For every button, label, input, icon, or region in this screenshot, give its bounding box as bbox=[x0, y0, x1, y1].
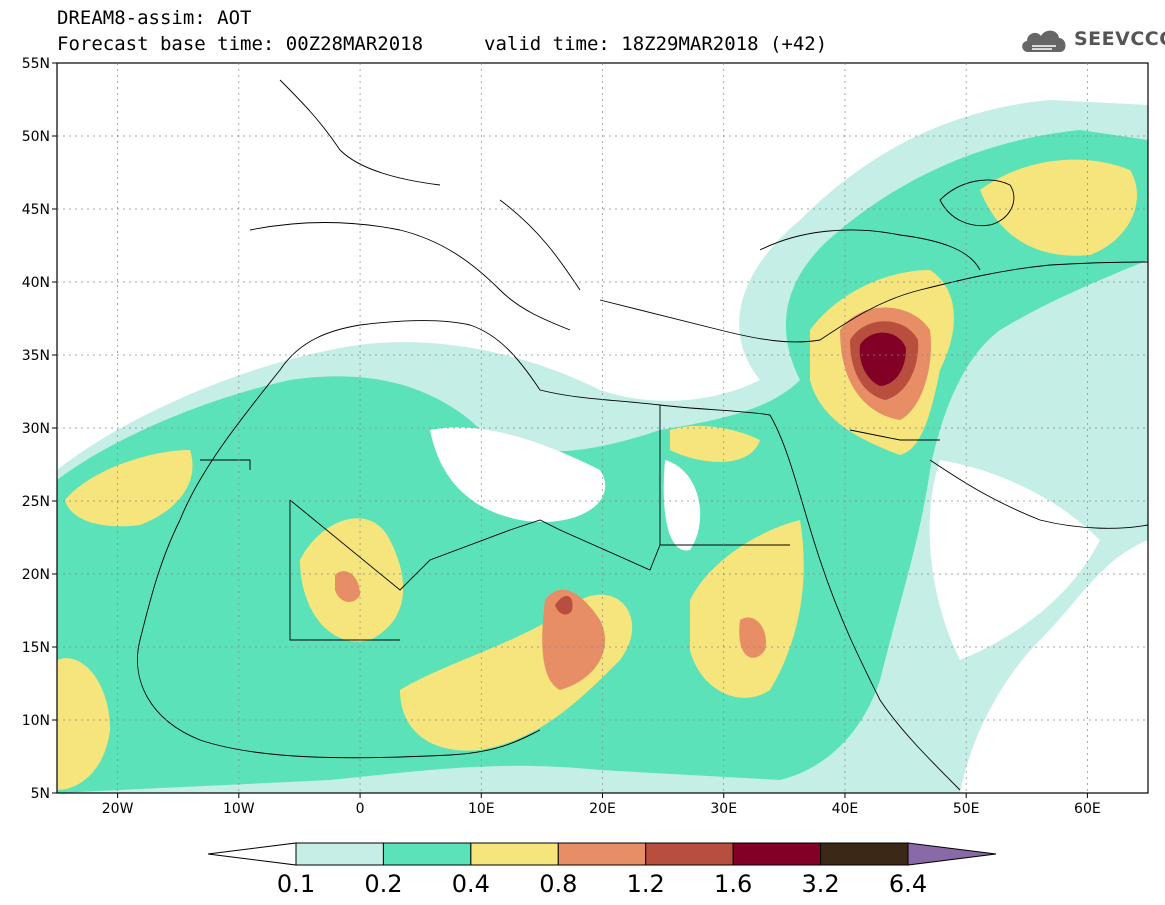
aot-band-0.4-0.8 bbox=[57, 658, 110, 790]
colorbar-label: 0.4 bbox=[451, 870, 490, 898]
lat-tick-label: 25N bbox=[22, 494, 50, 510]
lon-tick-label: 40E bbox=[832, 801, 859, 817]
lat-tick-label: 45N bbox=[22, 202, 50, 218]
lat-tick-label: 20N bbox=[22, 567, 50, 583]
lon-tick-label: 0 bbox=[356, 801, 365, 817]
lon-tick-label: 30E bbox=[710, 801, 737, 817]
lat-tick-label: 15N bbox=[22, 640, 50, 656]
colorbar-swatch bbox=[470, 842, 559, 866]
colorbar-label: 6.4 bbox=[888, 870, 928, 898]
lat-tick-label: 40N bbox=[22, 275, 50, 291]
colorbar-under-triangle bbox=[207, 842, 297, 866]
longitude-axis: 20W 10W 0 10E 20E 30E 40E 50E 60E bbox=[102, 793, 1101, 817]
forecast-base-time: Forecast base time: 00Z28MAR2018 bbox=[57, 33, 424, 55]
aot-band-0.4-0.8 bbox=[65, 450, 193, 527]
colorbar bbox=[207, 842, 997, 866]
lat-tick-label: 50N bbox=[22, 129, 50, 145]
aot-gap bbox=[663, 460, 701, 551]
colorbar-swatch bbox=[645, 842, 734, 866]
colorbar-swatch bbox=[732, 842, 822, 866]
aot-band-1.6-3.2 bbox=[859, 332, 906, 386]
colorbar-label: 0.8 bbox=[539, 870, 578, 898]
cloud-icon bbox=[1022, 30, 1066, 52]
seevccc-logo: SEEVCCC bbox=[1018, 24, 1165, 58]
colorbar-label: 1.2 bbox=[626, 870, 665, 898]
aot-band-0.4-0.8 bbox=[690, 520, 804, 698]
lon-tick-label: 10E bbox=[468, 801, 495, 817]
lat-tick-label: 30N bbox=[22, 421, 50, 437]
aot-band-0.8-1.2 bbox=[335, 571, 360, 602]
coastlines bbox=[137, 79, 1148, 791]
lon-tick-label: 10W bbox=[223, 801, 255, 817]
aot-band-0.4-0.8 bbox=[980, 159, 1137, 256]
latitude-axis: 55N 50N 45N 40N 35N 30N 25N 20N 15N 10N 5N bbox=[22, 56, 57, 802]
colorbar-swatch bbox=[820, 842, 909, 866]
aot-band-1.2-1.6 bbox=[555, 595, 573, 615]
lat-tick-label: 5N bbox=[31, 786, 50, 802]
colorbar-over-triangle bbox=[907, 842, 997, 866]
lon-tick-label: 20E bbox=[589, 801, 616, 817]
colorbar-label: 3.2 bbox=[801, 870, 840, 898]
valid-time: valid time: 18Z29MAR2018 (+42) bbox=[484, 33, 828, 55]
lon-tick-label: 20W bbox=[102, 801, 134, 817]
lat-tick-label: 55N bbox=[22, 56, 50, 72]
aot-band-0.8-1.2 bbox=[542, 589, 606, 690]
aot-gap bbox=[430, 427, 606, 522]
aot-band-0.4-0.8 bbox=[670, 425, 760, 462]
colorbar-swatch bbox=[557, 842, 647, 866]
colorbar-swatch bbox=[382, 842, 472, 866]
colorbar-swatch bbox=[295, 842, 384, 866]
graticule bbox=[57, 63, 1148, 793]
logo-text: SEEVCCC bbox=[1074, 28, 1165, 50]
map-title: DREAM8-assim: AOT bbox=[57, 7, 252, 29]
colorbar-label: 0.1 bbox=[276, 870, 316, 898]
aot-field bbox=[57, 100, 1148, 793]
lon-tick-label: 50E bbox=[953, 801, 980, 817]
aot-band-0.8-1.2 bbox=[739, 617, 766, 658]
colorbar-label: 1.6 bbox=[714, 870, 753, 898]
lat-tick-label: 35N bbox=[22, 348, 50, 364]
colorbar-label: 0.2 bbox=[364, 870, 403, 898]
lon-tick-label: 60E bbox=[1074, 801, 1101, 817]
aot-gap bbox=[929, 460, 1100, 660]
colorbar-labels: 0.1 0.2 0.4 0.8 1.2 1.6 3.2 6.4 bbox=[0, 870, 1165, 900]
lat-tick-label: 10N bbox=[22, 713, 50, 729]
